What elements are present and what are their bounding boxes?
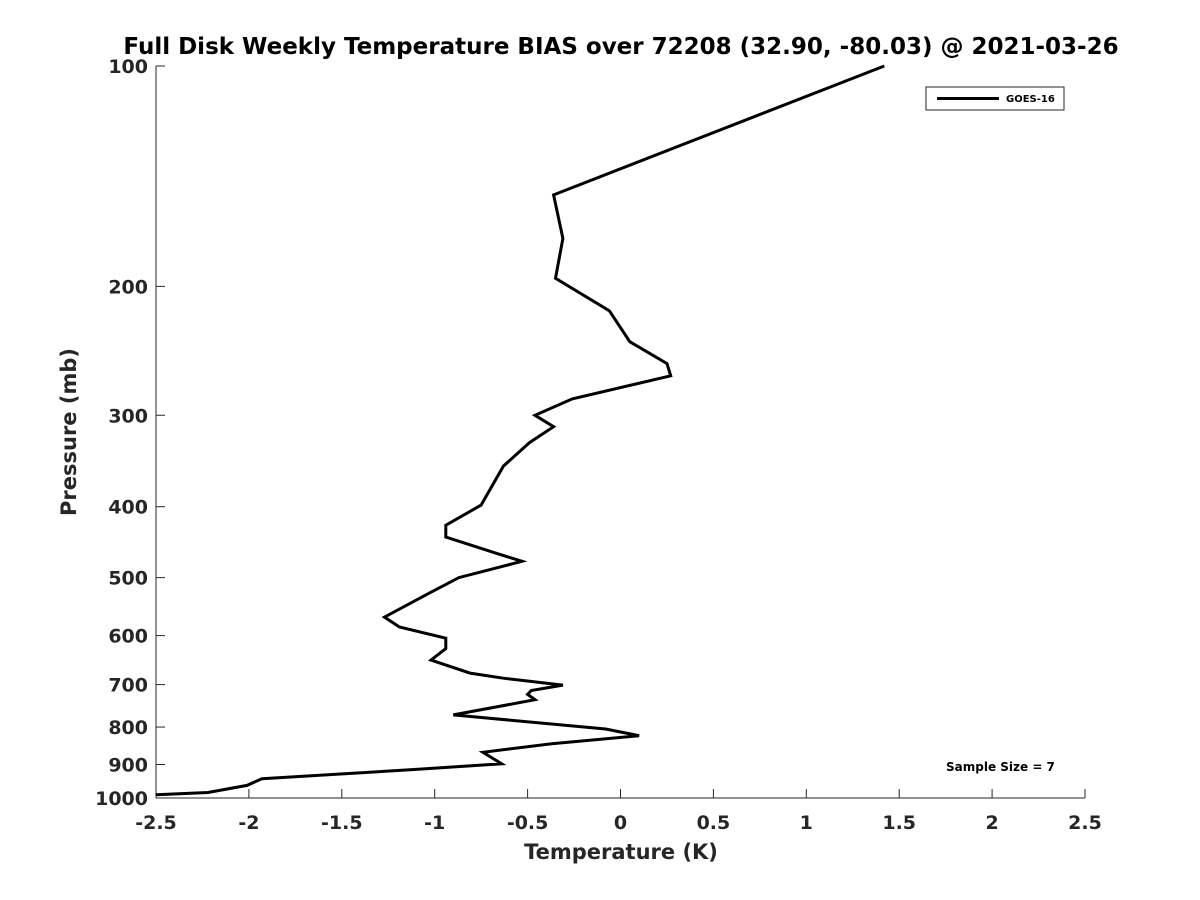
- legend: GOES-16: [925, 86, 1065, 111]
- y-tick-label: 900: [108, 755, 148, 777]
- x-tick-label: -1.5: [321, 812, 363, 834]
- y-tick-label: 1000: [95, 788, 148, 810]
- x-tick-label: 2.5: [1068, 812, 1102, 834]
- y-tick-label: 400: [108, 497, 148, 519]
- x-tick-label: -2.5: [135, 812, 177, 834]
- y-tick-label: 100: [108, 56, 148, 78]
- y-tick-label: 200: [108, 276, 148, 298]
- y-tick-label: 600: [108, 626, 148, 648]
- legend-label-goes16: GOES-16: [1006, 94, 1055, 105]
- x-tick-label: -1: [424, 812, 445, 834]
- y-tick-label: 800: [108, 717, 148, 739]
- tick-labels: -2.5 -2 -1.5 -1 -0.5 0 0.5 1 1.5 2 2.5 100 200 300 400…: [95, 56, 1102, 834]
- series-line-goes16: [155, 64, 885, 797]
- x-tick-label: -2: [238, 812, 259, 834]
- x-tick-label: 0.5: [697, 812, 731, 834]
- x-tick-label: 2: [985, 812, 998, 834]
- x-tick-label: 0: [614, 812, 627, 834]
- y-tick-label: 500: [108, 568, 148, 590]
- chart-title: Full Disk Weekly Temperature BIAS over 7…: [123, 34, 1118, 60]
- y-axis-label: Pressure (mb): [57, 348, 81, 516]
- x-tick-label: -0.5: [507, 812, 549, 834]
- y-tick-label: 300: [108, 405, 148, 427]
- y-tick-label: 700: [108, 675, 148, 697]
- x-tick-label: 1.5: [882, 812, 916, 834]
- x-tick-label: 1: [800, 812, 813, 834]
- x-axis-label: Temperature (K): [524, 840, 718, 864]
- axis-ticks: [155, 65, 1086, 799]
- series-layer: [155, 64, 885, 797]
- sample-size-note: Sample Size = 7: [946, 760, 1055, 774]
